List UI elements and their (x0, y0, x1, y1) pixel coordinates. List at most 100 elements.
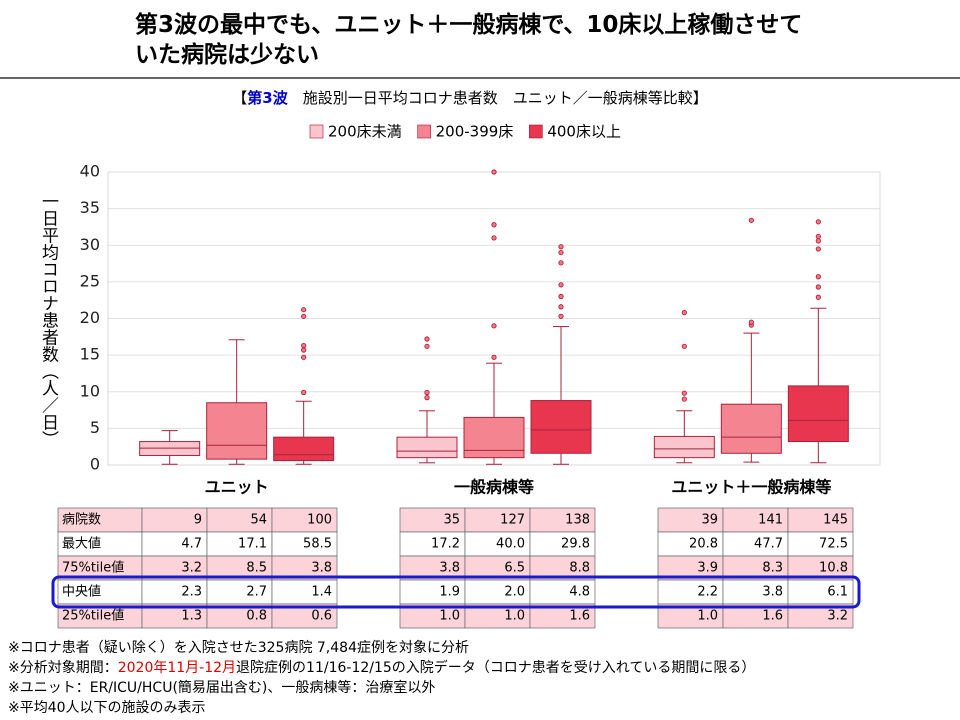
table-value: 6.1 (827, 585, 848, 600)
table-value: 3.8 (439, 561, 460, 576)
table-cell (529, 531, 596, 557)
table-value: 17.2 (431, 537, 460, 552)
outlier (558, 293, 564, 300)
table-value: 1.0 (504, 609, 525, 624)
table-value: 1.3 (181, 609, 202, 624)
chart-title: 【第3波 施設別一日平均コロナ患者数 ユニット／一般病棟等比較】 (232, 89, 707, 107)
y-tick-label: 40 (80, 162, 100, 181)
y-axis-label: 一日平均コロナ患者数（人／日） (38, 193, 59, 448)
row-label: 25%tile値 (62, 608, 124, 624)
table-value: 4.7 (181, 537, 202, 552)
table-value: 9 (194, 513, 202, 528)
outlier (681, 310, 687, 316)
category-label: ユニット (205, 478, 269, 497)
outlier (558, 260, 564, 266)
outlier (681, 390, 687, 396)
table-cell (722, 579, 789, 605)
outlier (301, 313, 307, 319)
outlier (424, 389, 430, 396)
legend-label: 200床未満 (328, 123, 402, 141)
table-cell (529, 579, 596, 605)
table-cell (271, 531, 338, 557)
table-value: 138 (565, 513, 590, 528)
row-label: 最大値 (62, 536, 101, 552)
table-value: 20.8 (689, 537, 718, 552)
outlier (558, 249, 564, 256)
footnote: ※ユニット：ER/ICU/HCU(簡易届出含む)、一般病棟等：治療室以外 (8, 679, 435, 696)
table-cell (529, 507, 596, 533)
outlier (301, 307, 307, 313)
footnote-part: 退院症例の11/16-12/15の入院データ（コロナ患者を受け入れている期間に限… (236, 659, 755, 676)
table-cell (657, 531, 724, 557)
table-value: 3.2 (181, 561, 202, 576)
table-value: 3.8 (311, 561, 332, 576)
y-tick-label: 30 (80, 235, 100, 254)
table-value: 17.1 (238, 537, 267, 552)
footnote-part: ※分析対象期間： (8, 660, 118, 676)
outlier (681, 396, 687, 402)
table-cell (206, 531, 273, 557)
outlier (558, 304, 564, 310)
y-tick-label: 25 (80, 271, 100, 290)
table-value: 8.3 (762, 561, 783, 576)
table-value: 3.8 (762, 585, 783, 600)
table-value: 141 (758, 513, 783, 528)
table-value: 127 (500, 513, 525, 528)
table-value: 100 (307, 513, 332, 528)
footnote-part: ※平均40人以下の施設のみ表示 (8, 700, 206, 716)
box (273, 436, 335, 462)
outlier (815, 294, 821, 300)
table-value: 0.8 (246, 609, 267, 624)
category-label: 一般病棟等 (454, 478, 534, 497)
outlier (301, 347, 307, 353)
footnote-part: ※コロナ患者（疑い除く）を入院させた325病院 7,484症例を対象に分析 (8, 640, 469, 656)
table-value: 2.7 (246, 585, 267, 600)
outlier (815, 219, 821, 225)
box (206, 402, 268, 460)
outlier (491, 323, 497, 329)
table-value: 1.0 (697, 609, 718, 624)
outlier (301, 343, 307, 349)
outlier (681, 343, 687, 349)
table-value: 72.5 (819, 537, 848, 552)
outlier (301, 354, 307, 360)
y-tick-label: 15 (80, 345, 100, 364)
outlier (748, 319, 754, 325)
table-value: 4.8 (569, 585, 590, 600)
box (720, 403, 782, 454)
table-value: 0.6 (311, 609, 332, 624)
y-tick-label: 10 (80, 381, 100, 400)
table-cell (271, 579, 338, 605)
category-label: ユニット＋一般病棟等 (671, 478, 831, 497)
table-cell (657, 579, 724, 605)
legend-swatch (309, 124, 324, 139)
table-cell (464, 579, 531, 605)
legend-label: 400床以上 (547, 123, 621, 141)
table-cell (657, 507, 724, 533)
y-tick-label: 20 (80, 308, 100, 327)
table-value: 2.2 (697, 585, 718, 600)
slide-title: 第3波の最中でも、ユニット＋一般病棟で、10床以上稼働させて (135, 11, 802, 38)
outlier (491, 222, 497, 228)
outlier (815, 238, 821, 244)
table-value: 1.0 (439, 609, 460, 624)
median-highlight (51, 575, 861, 609)
row-label-cell (57, 507, 143, 533)
outlier (815, 233, 821, 240)
table-value: 6.5 (504, 561, 525, 576)
table-value: 58.5 (303, 537, 332, 552)
box (463, 416, 525, 459)
table-value: 47.7 (754, 537, 783, 552)
table-cell (787, 531, 854, 557)
table-value: 3.9 (697, 561, 718, 576)
legend-swatch (417, 124, 431, 139)
table-value: 2.3 (181, 585, 202, 600)
legend-swatch (529, 124, 543, 139)
footnote: ※コロナ患者（疑い除く）を入院させた325病院 7,484症例を対象に分析 (8, 640, 469, 656)
outlier (424, 336, 430, 342)
footnote-part: 2020年11月-12月 (118, 660, 236, 676)
table-value: 1.9 (439, 585, 460, 600)
table-value: 35 (443, 513, 460, 528)
table-value: 2.0 (504, 585, 525, 600)
